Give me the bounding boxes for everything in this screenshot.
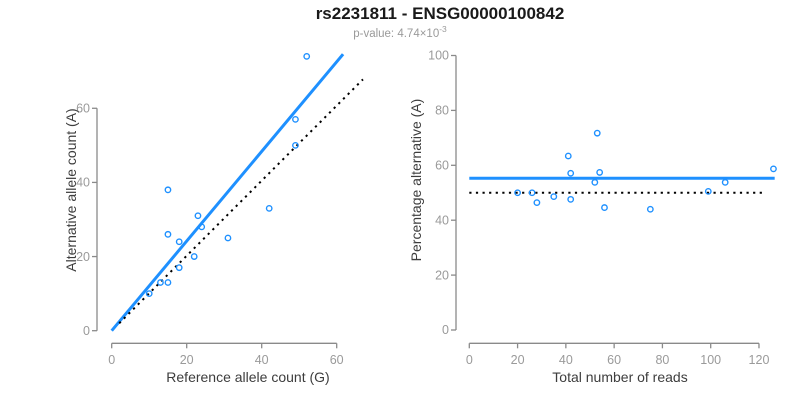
x-axis-title: Reference allele count (G) — [166, 369, 329, 385]
data-point — [164, 230, 172, 238]
x-tick-label: 40 — [559, 353, 573, 367]
y-tick-label: 0 — [442, 323, 449, 337]
data-point — [303, 52, 311, 60]
y-tick-label: 60 — [435, 159, 449, 173]
data-point — [721, 178, 729, 186]
data-point — [567, 195, 575, 203]
data-point — [567, 169, 575, 177]
data-point — [175, 238, 183, 246]
y-tick-label: 0 — [83, 324, 90, 338]
data-point — [198, 223, 206, 231]
x-tick-label: 20 — [180, 353, 194, 367]
x-tick-label: 20 — [511, 353, 525, 367]
data-point — [528, 189, 536, 197]
percentage-panel: 0 20 40 60 80 100 120 0 20 40 60 80 100 Total number … — [408, 49, 777, 385]
y-axis-title: Percentage alternative (A) — [408, 99, 424, 262]
x-tick-label: 40 — [255, 353, 269, 367]
data-point — [591, 178, 599, 186]
y-tick-label: 40 — [76, 176, 90, 190]
data-point — [265, 204, 273, 212]
page-title: rs2231811 - ENSG00000100842 — [315, 4, 565, 23]
x-tick-label: 100 — [700, 353, 721, 367]
data-point — [646, 205, 654, 213]
data-point — [550, 193, 558, 200]
y-tick-label: 20 — [76, 250, 90, 264]
y-axis-title: Alternative allele count (A) — [63, 108, 79, 271]
data-point — [292, 116, 299, 123]
y-tick-label: 40 — [435, 213, 449, 227]
data-point — [157, 279, 164, 286]
x-tick-label: 0 — [466, 353, 473, 367]
data-point — [145, 290, 153, 298]
data-point — [164, 279, 172, 286]
x-axis-title: Total number of reads — [552, 369, 687, 385]
p-value-text: p-value: 4.74×10 — [353, 27, 440, 40]
data-point — [593, 129, 601, 137]
x-tick-label: 80 — [655, 353, 669, 367]
x-tick-label: 120 — [749, 353, 770, 367]
x-tick-label: 60 — [607, 353, 621, 367]
data-point — [770, 165, 777, 173]
fitted-line — [110, 53, 345, 332]
data-point — [514, 189, 521, 197]
y-tick-label: 100 — [428, 49, 449, 63]
data-point — [224, 234, 232, 242]
data-point — [533, 199, 541, 207]
data-point — [292, 141, 299, 149]
data-point — [596, 169, 604, 176]
identity-line — [118, 78, 364, 324]
data-point — [564, 152, 572, 160]
data-point — [164, 186, 172, 194]
data-point — [601, 204, 608, 211]
y-tick-label: 60 — [76, 101, 90, 115]
y-tick-label: 20 — [435, 268, 449, 282]
x-tick-label: 0 — [108, 353, 115, 367]
data-point — [190, 253, 198, 260]
data-point — [175, 264, 183, 272]
y-tick-label: 80 — [435, 104, 449, 118]
data-point — [704, 187, 712, 195]
data-point — [194, 212, 202, 220]
p-value-subtitle: p-value: 4.74×10-3 — [353, 24, 447, 40]
x-tick-label: 60 — [330, 353, 344, 367]
p-value-exponent: -3 — [439, 24, 447, 34]
